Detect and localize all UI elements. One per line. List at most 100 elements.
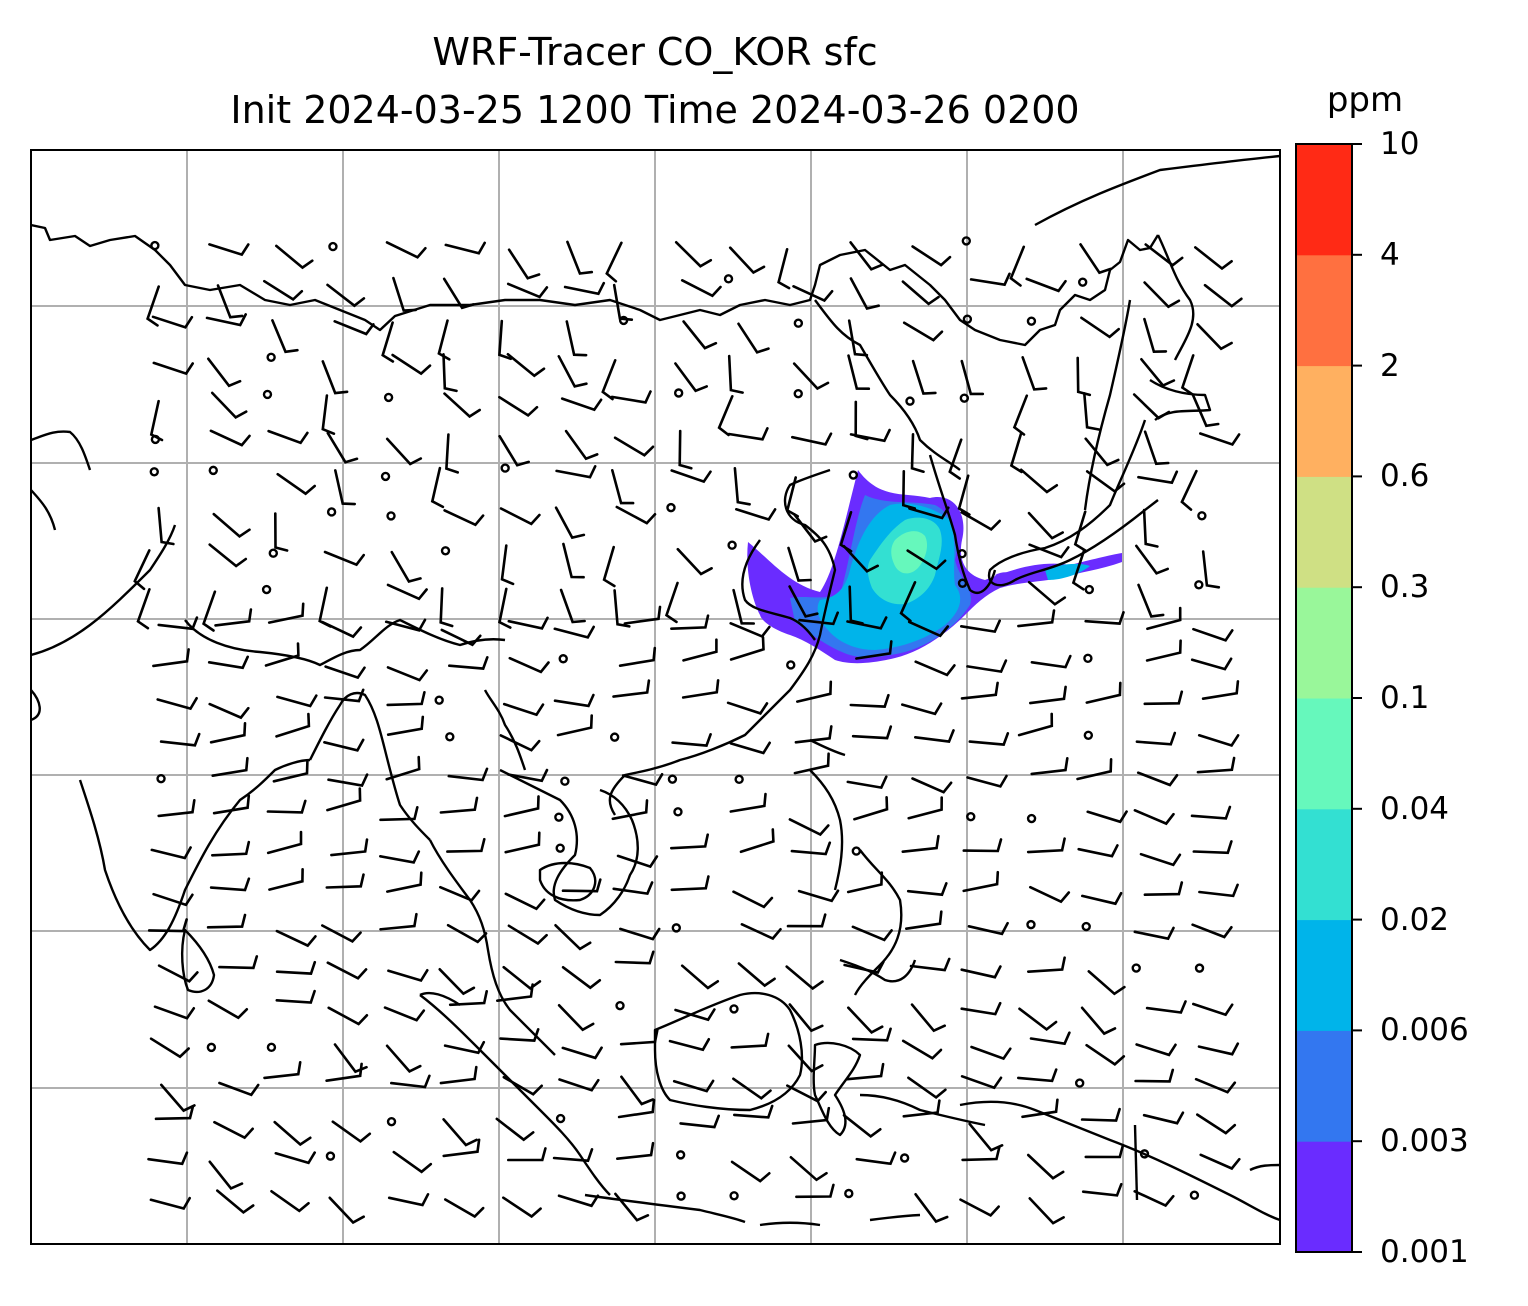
colorbar-segment	[1296, 698, 1352, 810]
wind-barb	[439, 1065, 478, 1085]
wind-barb	[795, 1183, 835, 1199]
wind-barb	[208, 1160, 244, 1190]
wind-barb	[601, 359, 617, 401]
colorbar-tick-label: 0.001	[1380, 1234, 1469, 1270]
wind-barb	[391, 353, 432, 376]
calm-wind-marker	[1077, 277, 1088, 287]
wind-barb	[1135, 1043, 1177, 1057]
wind-barb	[214, 608, 253, 627]
wind-barb	[906, 549, 947, 571]
wind-barb	[321, 394, 336, 435]
wind-barb	[553, 625, 595, 639]
colorbar-segment	[1296, 365, 1352, 477]
wind-barb	[323, 550, 365, 567]
calm-wind-marker	[1026, 316, 1037, 326]
calm-wind-marker	[667, 774, 678, 784]
calm-wind-marker	[899, 1153, 910, 1163]
wind-barb	[448, 990, 488, 1007]
wind-barb	[911, 359, 937, 395]
wind-barb	[729, 792, 767, 813]
wind-barb	[1081, 1182, 1123, 1197]
calm-wind-marker	[328, 241, 338, 252]
colorbar-segment	[1296, 144, 1352, 256]
wind-barb	[1196, 1113, 1237, 1135]
wind-barb	[960, 511, 1001, 532]
chart-title-line1: WRF-Tracer CO_KOR sfc	[432, 30, 878, 74]
wind-barb	[327, 773, 369, 787]
calm-wind-marker	[851, 846, 862, 856]
wind-barb	[668, 1038, 711, 1052]
wind-barb	[849, 277, 880, 310]
wind-barb	[323, 688, 365, 703]
wind-barb	[392, 276, 417, 312]
calm-wind-marker	[445, 732, 455, 742]
wind-barb	[969, 272, 1011, 287]
wind-barb	[730, 1032, 770, 1049]
wind-barb	[1030, 654, 1072, 669]
wind-barb	[385, 1044, 422, 1074]
wind-barb	[1085, 470, 1126, 494]
wind-barb	[616, 854, 659, 869]
wind-barb	[263, 1061, 302, 1080]
wind-barb	[328, 1196, 365, 1225]
wind-barb	[321, 620, 363, 639]
wind-barb	[612, 881, 654, 896]
wind-barb	[682, 320, 718, 350]
wind-barb	[1143, 317, 1168, 354]
wind-barb	[674, 362, 708, 393]
calm-wind-marker	[966, 811, 976, 822]
colorbar-segment	[1296, 808, 1352, 921]
calm-wind-marker	[957, 578, 968, 588]
wind-barb	[387, 1193, 430, 1207]
wind-barb	[1192, 1002, 1234, 1017]
chart-title-line2: Init 2024-03-25 1200 Time 2024-03-26 020…	[230, 88, 1080, 132]
wind-barb	[498, 587, 512, 629]
colorbar-tick-label: 2	[1380, 347, 1400, 384]
calm-wind-marker	[1074, 1078, 1085, 1088]
wind-barb	[562, 542, 585, 579]
wind-barb	[682, 638, 718, 662]
wind-barb	[333, 320, 375, 336]
calm-wind-marker	[325, 1151, 336, 1161]
wind-barb	[789, 1156, 828, 1182]
wind-barb	[1196, 323, 1233, 351]
wind-barb	[385, 437, 423, 466]
wind-barb	[1180, 469, 1198, 511]
wind-barb	[905, 910, 943, 930]
wind-barb	[209, 722, 247, 744]
wind-barb	[133, 549, 151, 591]
wind-barb	[901, 834, 940, 853]
colorbar-segment	[1296, 919, 1352, 1031]
wind-barb	[1146, 606, 1182, 631]
wind-barb	[970, 1045, 1012, 1061]
wind-barb	[786, 913, 827, 928]
calm-wind-marker	[1081, 921, 1091, 932]
wind-barb	[962, 838, 1003, 853]
colorbar	[1296, 143, 1362, 1253]
wind-barb	[147, 1151, 189, 1166]
calm-wind-marker	[1194, 963, 1205, 973]
wind-barb	[210, 391, 248, 420]
wind-barb	[670, 469, 712, 484]
wind-barb	[1135, 731, 1177, 746]
wind-barb	[849, 241, 884, 271]
wind-barb	[386, 715, 425, 736]
wind-barb	[733, 467, 751, 506]
coastlines	[31, 154, 1280, 1227]
wind-barb	[507, 768, 549, 783]
wind-barb	[157, 964, 199, 983]
wind-barb	[275, 244, 314, 270]
wind-barb	[386, 691, 426, 707]
wind-barb	[901, 1039, 943, 1060]
calm-wind-marker	[386, 511, 396, 521]
wind-barb	[793, 513, 828, 543]
wind-barb	[447, 767, 489, 782]
calm-wind-marker	[729, 1191, 739, 1201]
wind-barb	[379, 806, 419, 822]
wind-barb	[605, 241, 623, 283]
colorbar-tick-label: 0.3	[1380, 569, 1430, 606]
wind-barb	[1145, 1000, 1187, 1014]
wind-barb	[849, 428, 891, 443]
wind-barb	[613, 589, 631, 628]
wind-barb	[212, 794, 251, 815]
